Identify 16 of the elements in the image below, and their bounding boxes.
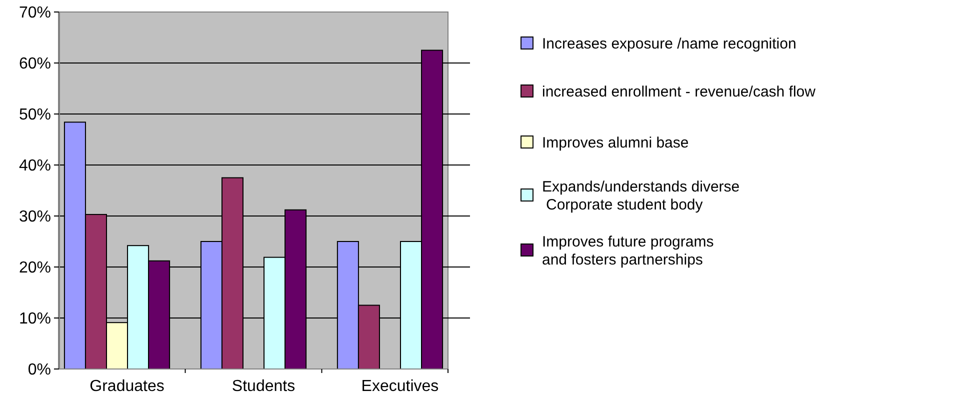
x-tick-label: Executives (361, 378, 439, 395)
x-tick-label: Students (232, 378, 296, 395)
legend-label: Improves alumni base (542, 134, 689, 152)
y-tick-label: 20% (18, 260, 51, 277)
y-tick-label: 50% (18, 106, 51, 124)
y-tick-label: 30% (18, 208, 51, 226)
x-tick-label: Graduates (90, 378, 164, 395)
legend-label: Expands/understands diverse Corporate student body (542, 178, 740, 214)
legend-label: increased enrollment - revenue/cash flow (542, 83, 816, 100)
legend-label: Increases exposure /name recognition (542, 35, 796, 52)
y-tick-label: 40% (18, 158, 51, 175)
legend-label: Improves future programs and fosters partnerships (542, 233, 714, 268)
y-tick-label: 0% (28, 362, 51, 379)
y-tick-label: 10% (18, 310, 51, 328)
y-tick-label: 60% (18, 56, 51, 73)
y-tick-label: 70% (18, 4, 51, 22)
